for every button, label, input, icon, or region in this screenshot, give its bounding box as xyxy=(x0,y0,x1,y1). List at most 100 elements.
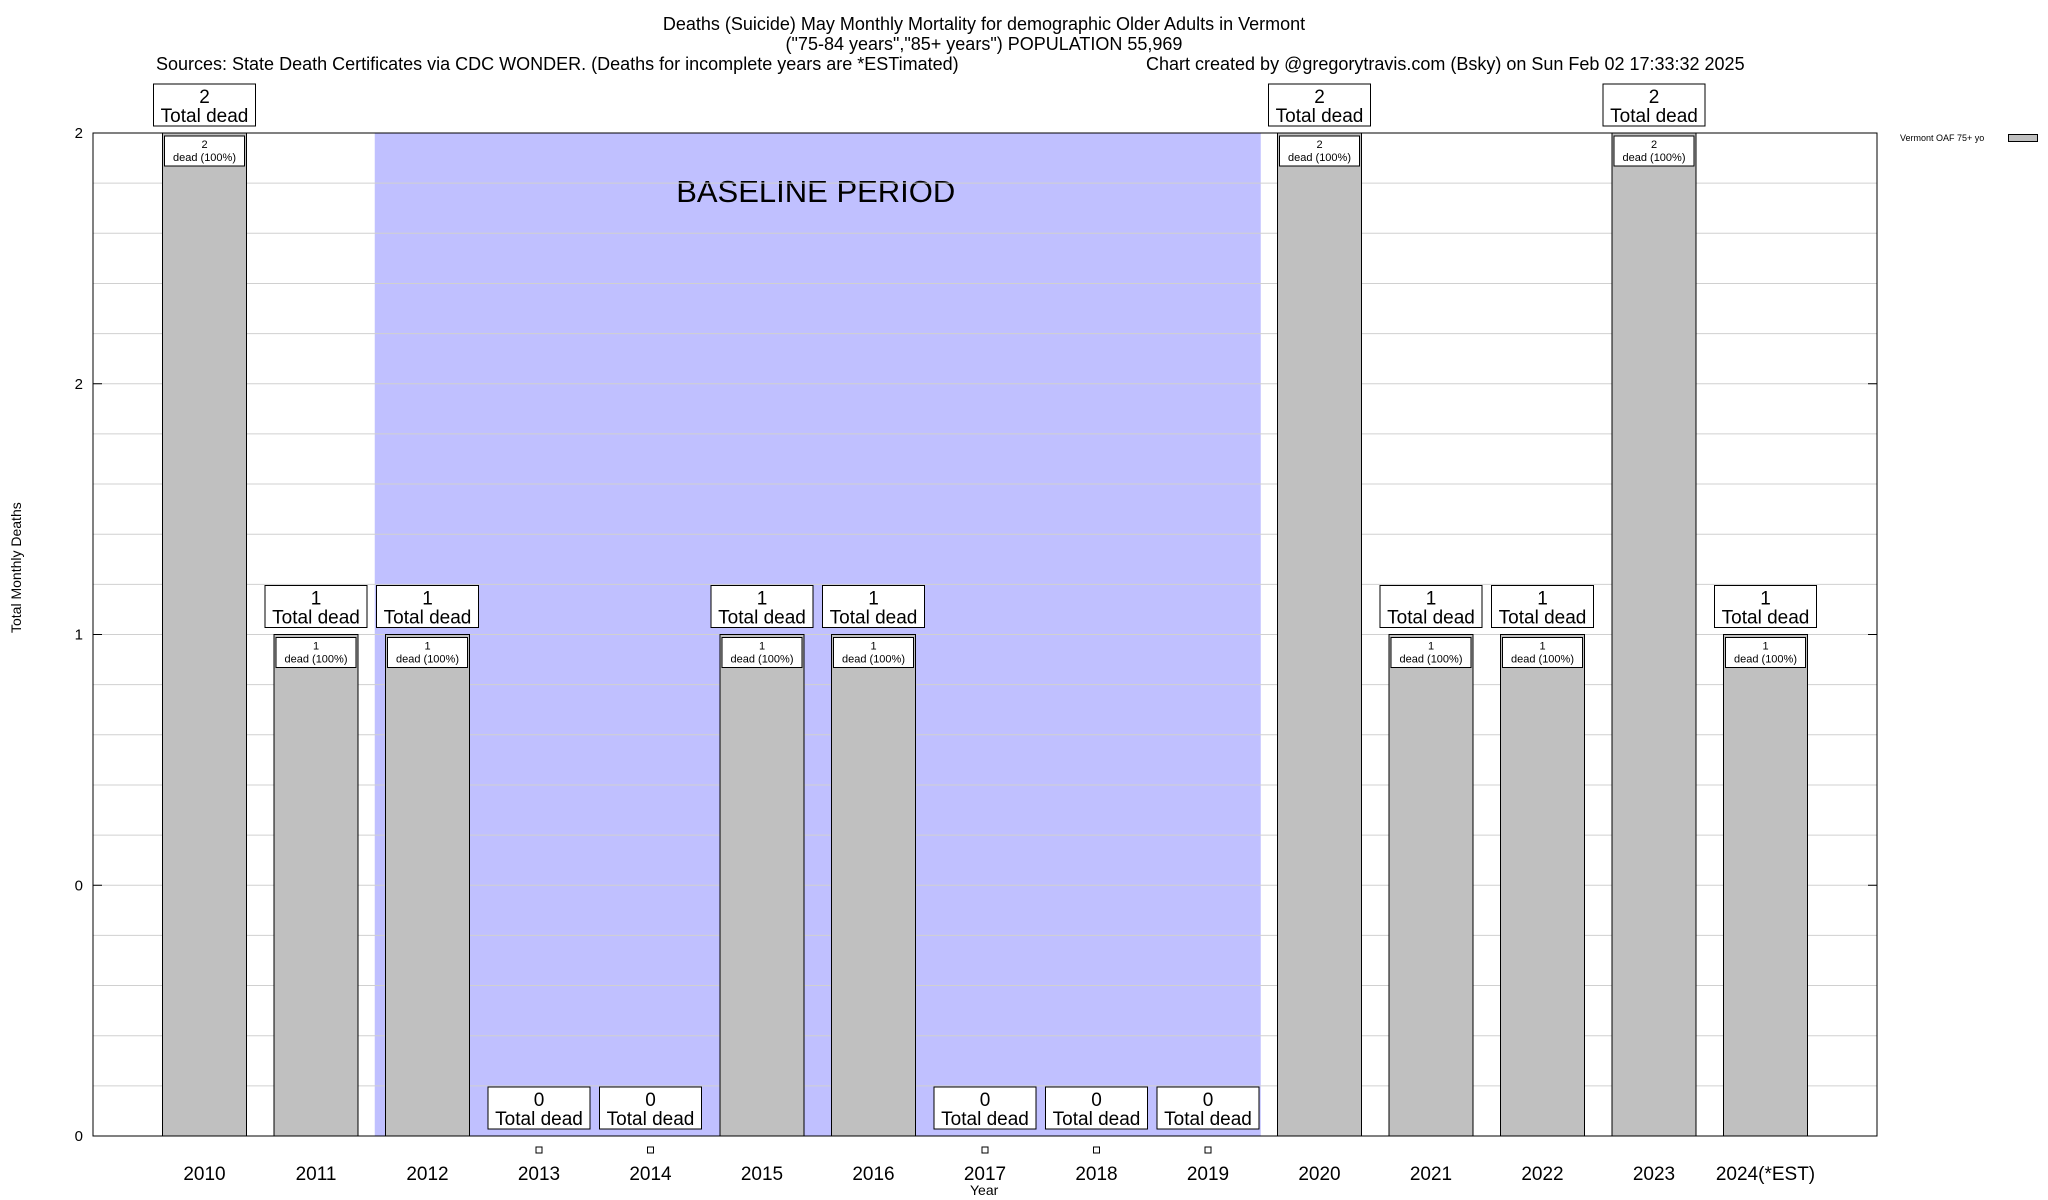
baseline-period-label: BASELINE PERIOD xyxy=(676,174,955,209)
total-label-value: 1 xyxy=(422,589,433,610)
bar-label-value: 1 xyxy=(1762,641,1768,653)
bar-label-box xyxy=(1502,637,1583,668)
total-label-value: 1 xyxy=(311,589,322,610)
bar-label-box xyxy=(833,637,914,668)
y-tick-label: 1 xyxy=(75,627,83,644)
total-label-box xyxy=(710,585,814,628)
bar-label-text: dead (100%) xyxy=(842,654,905,666)
zero-marker xyxy=(535,1146,543,1154)
bar-label-value: 1 xyxy=(759,641,765,653)
total-label-value: 1 xyxy=(1537,589,1548,610)
x-tick-label: 2024(*EST) xyxy=(1716,1164,1815,1185)
total-label-value: 1 xyxy=(868,589,879,610)
total-label-box xyxy=(599,1086,702,1130)
total-label-text: Total dead xyxy=(272,608,360,629)
bar-label-value: 2 xyxy=(201,139,207,151)
chart-credit: Chart created by @gregorytravis.com (Bsk… xyxy=(1146,54,1745,74)
bar-label-value: 1 xyxy=(1428,641,1434,653)
total-label-value: 0 xyxy=(645,1090,656,1111)
x-tick-label: 2018 xyxy=(1075,1164,1117,1185)
bar xyxy=(162,132,247,1137)
bar-label-text: dead (100%) xyxy=(1623,152,1686,164)
total-label-box xyxy=(933,1086,1037,1130)
bar-label-text: dead (100%) xyxy=(1400,654,1463,666)
total-label-box xyxy=(264,585,368,628)
bar-label-text: dead (100%) xyxy=(173,152,236,164)
bar xyxy=(1723,634,1808,1137)
bar xyxy=(719,634,805,1137)
bar-label-box xyxy=(275,637,357,668)
bar-label-box xyxy=(721,637,803,668)
total-label-value: 0 xyxy=(1203,1090,1214,1111)
total-label-text: Total dead xyxy=(607,1109,695,1130)
x-tick-label: 2013 xyxy=(518,1164,560,1185)
bar-label-box xyxy=(164,135,245,167)
bar-label-text: dead (100%) xyxy=(1734,654,1797,666)
total-label-text: Total dead xyxy=(161,106,249,127)
total-label-value: 1 xyxy=(1760,589,1771,610)
legend-label: Vermont OAF 75+ yo xyxy=(1900,133,1985,143)
legend-swatch xyxy=(2008,134,2038,142)
total-label-text: Total dead xyxy=(1722,608,1810,629)
total-label-text: Total dead xyxy=(1387,608,1475,629)
total-label-value: 1 xyxy=(1426,589,1437,610)
x-tick-label: 2020 xyxy=(1298,1164,1340,1185)
x-tick-label: 2016 xyxy=(852,1164,894,1185)
chart-subtitle: ("75-84 years","85+ years") POPULATION 5… xyxy=(785,34,1183,54)
total-label-text: Total dead xyxy=(384,608,472,629)
bar-label-text: dead (100%) xyxy=(1288,152,1351,164)
y-tick-label: 0 xyxy=(75,877,83,894)
bar-label-text: dead (100%) xyxy=(396,654,459,666)
bar-label-text: dead (100%) xyxy=(731,654,794,666)
total-label-box xyxy=(1156,1086,1260,1130)
total-label-text: Total dead xyxy=(1276,106,1364,127)
bar xyxy=(1611,132,1697,1137)
x-tick-label: 2010 xyxy=(183,1164,225,1185)
total-label-box xyxy=(376,585,479,628)
total-label-text: Total dead xyxy=(830,608,918,629)
bar xyxy=(1277,132,1362,1137)
bar-label-value: 1 xyxy=(313,641,319,653)
x-tick-label: 2019 xyxy=(1187,1164,1229,1185)
bar-label-box xyxy=(1279,135,1360,167)
total-label-text: Total dead xyxy=(1053,1109,1141,1130)
total-label-box xyxy=(1491,585,1594,628)
bar-label-box xyxy=(1725,637,1806,668)
bar-label-value: 2 xyxy=(1316,139,1322,151)
total-label-value: 0 xyxy=(980,1090,991,1111)
bar xyxy=(831,634,916,1137)
total-label-text: Total dead xyxy=(1499,608,1587,629)
bar-label-text: dead (100%) xyxy=(1511,654,1574,666)
bar-label-value: 1 xyxy=(870,641,876,653)
chart-title: Deaths (Suicide) May Monthly Mortality f… xyxy=(662,14,1306,34)
total-label-value: 0 xyxy=(534,1090,545,1111)
total-label-box xyxy=(153,83,256,127)
x-axis-label: Year xyxy=(970,1182,999,1198)
bar-label-value: 2 xyxy=(1651,139,1657,151)
total-label-value: 2 xyxy=(199,87,210,108)
zero-marker xyxy=(981,1146,989,1154)
total-label-box xyxy=(1714,585,1817,628)
total-label-text: Total dead xyxy=(1164,1109,1252,1130)
x-tick-label: 2022 xyxy=(1521,1164,1563,1185)
bar-label-value: 1 xyxy=(1539,641,1545,653)
x-tick-label: 2014 xyxy=(629,1164,672,1185)
zero-marker xyxy=(1204,1146,1212,1154)
bar xyxy=(1388,634,1474,1137)
total-label-box xyxy=(1268,83,1371,127)
total-label-box xyxy=(487,1086,591,1130)
total-label-value: 2 xyxy=(1314,87,1325,108)
x-tick-label: 2015 xyxy=(741,1164,783,1185)
bar xyxy=(273,634,359,1137)
x-tick-label: 2023 xyxy=(1633,1164,1675,1185)
total-label-text: Total dead xyxy=(718,608,806,629)
total-label-value: 2 xyxy=(1649,87,1660,108)
bar-label-box xyxy=(1613,135,1695,167)
total-label-text: Total dead xyxy=(941,1109,1029,1130)
bar-label-value: 1 xyxy=(424,641,430,653)
y-tick-label: 2 xyxy=(75,125,83,142)
total-label-box xyxy=(1379,585,1483,628)
bar xyxy=(1500,634,1585,1137)
total-label-text: Total dead xyxy=(1610,106,1698,127)
bar-label-box xyxy=(387,637,468,668)
